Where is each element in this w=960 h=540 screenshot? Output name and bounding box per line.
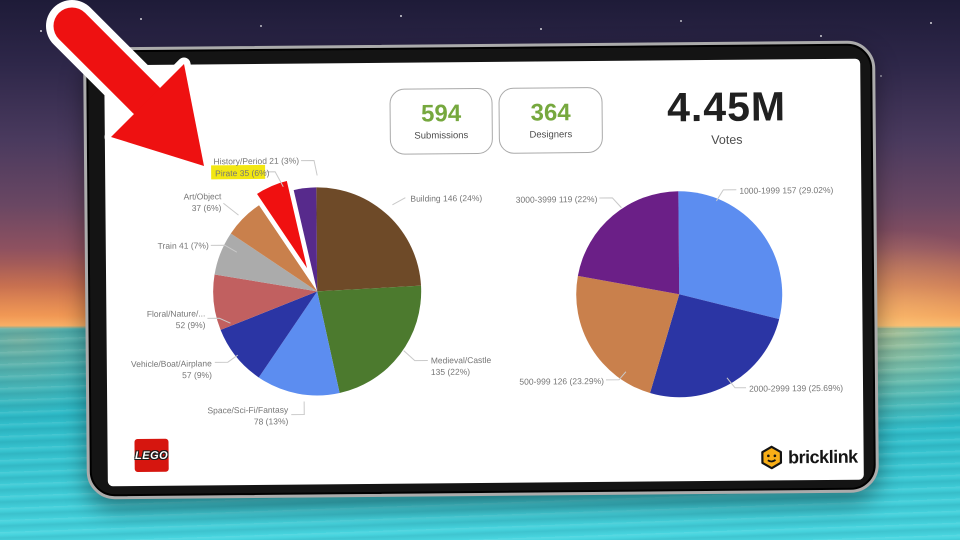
pie-charts-canvas: Building 146 (24%) Medieval/Castle 135 (22… [131, 156, 843, 427]
bricklink-logo-text: bricklink [788, 446, 858, 467]
label-leader-line [291, 401, 305, 416]
label-leader-line [214, 354, 239, 363]
votes-stat: 4.45M Votes [636, 83, 817, 148]
pie-slice-1000-1999 [678, 191, 783, 320]
pie-label: 500-999 126 (23.29%) [519, 376, 604, 387]
pie-slice-500-999 [576, 275, 680, 394]
stat-card-designers: 364 Designers [498, 86, 603, 154]
pie-slice-space-sci-fi-fantasy [258, 291, 340, 396]
pie-label: Vehicle/Boat/Airplane 57 (9%) [131, 358, 212, 380]
pie-slice-history-period [293, 187, 318, 292]
label-leader-line [223, 202, 239, 216]
pie-label: Medieval/Castle 135 (22%) [431, 355, 492, 377]
bricklink-logo: bricklink [760, 445, 858, 470]
designers-label: Designers [529, 128, 573, 141]
pie-slice-train [214, 233, 318, 292]
bricklink-hexagon-icon [761, 445, 783, 470]
label-leader-line [301, 159, 318, 176]
highlighted-label-background [211, 164, 266, 180]
label-leader-line [605, 371, 627, 381]
label-leader-line [210, 244, 238, 253]
pie-slice-3000-3999 [577, 191, 680, 295]
stars-decoration [0, 0, 2, 2]
pie-label: 3000-3999 119 (22%) [516, 194, 598, 205]
lego-logo-text: LEGO [134, 449, 169, 462]
submissions-label: Submissions [414, 129, 469, 142]
pie-slice-vehicle-boat-airplane [220, 291, 318, 378]
pie-slice-floral-nature- [213, 274, 318, 330]
tablet-frame: Building 146 (24%) Medieval/Castle 135 (22… [83, 40, 879, 500]
label-leader-line [392, 197, 406, 206]
pie-label: Art/Object 37 (6%) [184, 191, 223, 213]
pie-label: Floral/Nature/... 52 (9%) [147, 308, 206, 330]
pie-slice-medieval-castle [317, 285, 422, 393]
pie-label: 1000-1999 157 (29.02%) [739, 185, 833, 196]
submissions-value: 594 [420, 100, 462, 128]
votes-label: Votes [711, 132, 743, 148]
label-leader-line [207, 317, 231, 324]
label-leader-line [265, 171, 284, 187]
pie-label: Pirate 35 (6%) [215, 168, 270, 178]
pie-label: Space/Sci-Fi/Fantasy 78 (13%) [207, 405, 289, 427]
stat-card-submissions: 594 Submissions [389, 87, 493, 155]
pie-label: History/Period 21 (3%) [213, 156, 299, 167]
pie-slice-art-object [230, 205, 318, 292]
label-leader-line [599, 197, 622, 209]
pie-slice-2000-2999 [650, 294, 780, 398]
pie-label: Building 146 (24%) [410, 193, 482, 204]
label-leader-line [726, 377, 747, 389]
lego-logo: LEGO [134, 438, 169, 473]
pie-slice-pirate [251, 175, 315, 282]
label-leader-line [403, 350, 428, 362]
designers-value: 364 [530, 99, 571, 127]
label-leader-line [715, 189, 737, 202]
pie-label: Train 41 (7%) [158, 240, 209, 250]
pie-label: 2000-2999 139 (25.69%) [749, 383, 843, 394]
votes-value: 4.45M [666, 83, 787, 131]
pie-slice-building [316, 187, 422, 292]
dashboard-screen: Building 146 (24%) Medieval/Castle 135 (22… [104, 58, 864, 487]
